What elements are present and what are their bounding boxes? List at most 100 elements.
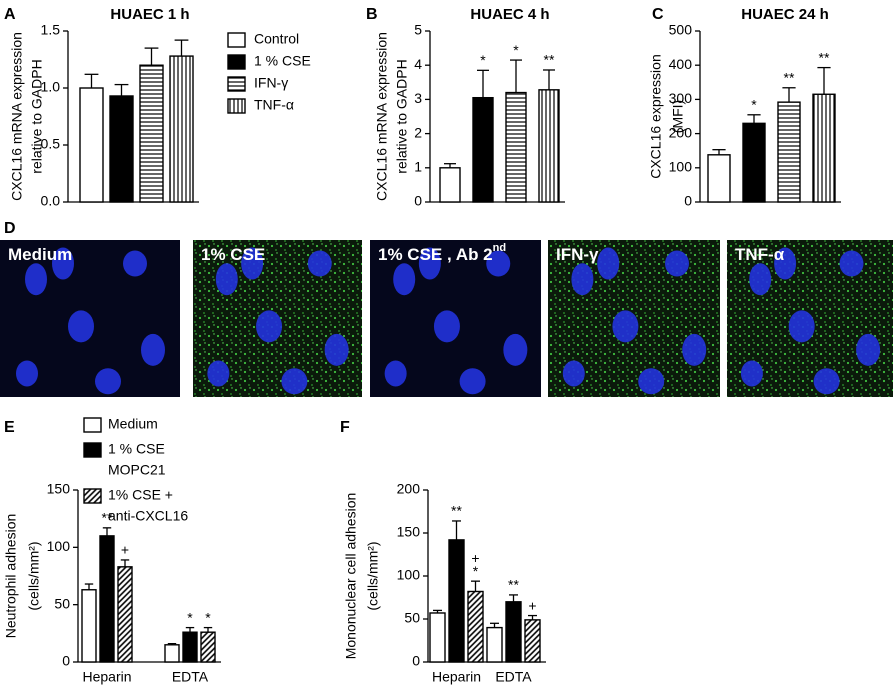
nucleus	[682, 333, 707, 366]
bar	[200, 631, 216, 663]
y-tick-label: 3	[414, 90, 422, 106]
nucleus	[612, 310, 639, 343]
error-bar	[471, 580, 480, 592]
bar	[486, 626, 503, 663]
y-axis-label: relative to GADPH	[394, 59, 410, 173]
error-bar	[510, 59, 522, 93]
nucleus	[324, 333, 349, 366]
bar	[81, 589, 97, 663]
y-tick-label: 1.5	[41, 22, 61, 38]
significance-mark: *	[751, 96, 757, 112]
significance-mark: *	[187, 609, 193, 625]
nucleus	[207, 360, 230, 387]
nucleus	[638, 368, 665, 395]
nucleus	[665, 250, 689, 277]
chart-title: HUAEC 24 h	[741, 6, 829, 23]
x-tick-label: EDTA	[495, 669, 532, 685]
nucleus	[486, 250, 511, 277]
nucleus	[384, 360, 407, 387]
legend-label: MOPC21	[108, 462, 166, 478]
panel-letter: E	[4, 419, 15, 436]
bar	[467, 590, 484, 663]
nucleus	[68, 310, 94, 343]
x-tick-label: Heparin	[432, 669, 481, 685]
panel-letter: F	[340, 419, 350, 436]
image-label: IFN-γ	[556, 245, 599, 264]
bar	[429, 612, 446, 663]
significance-mark: +	[121, 542, 129, 558]
error-bar	[444, 163, 456, 168]
error-bar	[174, 39, 189, 57]
significance-mark: **	[784, 69, 795, 85]
bar	[169, 55, 194, 203]
error-bar	[452, 520, 461, 540]
micrograph: IFN-γ	[548, 240, 720, 397]
y-tick-label: 100	[47, 538, 71, 554]
legend-swatch	[83, 488, 102, 504]
error-bar	[102, 527, 112, 536]
significance-mark: **	[819, 49, 830, 65]
error-bar	[747, 114, 761, 124]
nucleus	[241, 247, 264, 280]
significance-mark: **	[451, 503, 462, 519]
nucleus	[281, 368, 308, 395]
nucleus	[856, 333, 881, 366]
micrograph: TNF-α	[727, 240, 893, 397]
y-tick-label: 200	[669, 124, 693, 140]
y-tick-label: 0.5	[41, 136, 61, 152]
error-bar	[712, 149, 726, 155]
legend-label: Medium	[108, 416, 158, 432]
y-tick-label: 100	[397, 567, 421, 583]
error-bar	[167, 643, 177, 645]
y-axis-label: Mononuclear cell adhesion	[343, 493, 359, 660]
y-tick-label: 0	[684, 193, 692, 209]
y-tick-label: 50	[404, 610, 420, 626]
panel-letter: A	[4, 6, 16, 23]
chart-title: HUAEC 1 h	[110, 6, 189, 23]
y-axis-label: (cells/mm²)	[26, 541, 42, 610]
y-tick-label: 0	[414, 193, 422, 209]
y-tick-label: 4	[414, 56, 422, 72]
nucleus	[393, 263, 416, 296]
significance-mark: **	[508, 577, 519, 593]
image-label-sup: nd	[493, 242, 506, 254]
nucleus	[562, 360, 585, 387]
bar	[777, 101, 801, 203]
bar	[117, 566, 133, 663]
bar	[79, 87, 104, 203]
y-tick-label: 1	[414, 159, 422, 175]
bar	[448, 539, 465, 663]
nucleus	[215, 263, 238, 296]
significance-mark: *	[473, 563, 479, 579]
error-bar	[203, 626, 213, 633]
y-axis-label: CXCL16 mRNA expression	[374, 32, 390, 201]
nucleus	[597, 247, 620, 280]
bar	[472, 96, 494, 203]
error-bar	[84, 73, 99, 88]
significance-mark: **	[544, 52, 555, 68]
image-label: 1% CSE	[201, 245, 265, 264]
image-label-text: 1% CSE	[201, 245, 265, 264]
y-tick-label: 150	[397, 524, 421, 540]
significance-mark: *	[480, 52, 486, 68]
legend-label: 1 % CSE	[108, 441, 165, 457]
bar	[182, 631, 198, 663]
nucleus	[788, 310, 815, 343]
micrograph: 1% CSE , Ab 2nd	[370, 240, 541, 397]
legend-label: Control	[254, 31, 299, 47]
nucleus	[25, 263, 47, 296]
nucleus	[123, 250, 147, 277]
error-bar	[528, 614, 537, 620]
nucleus	[571, 263, 594, 296]
y-tick-label: 400	[669, 56, 693, 72]
nucleus	[433, 310, 460, 343]
x-tick-label: EDTA	[172, 669, 209, 685]
y-tick-label: 5	[414, 22, 422, 38]
legend-swatch	[227, 98, 246, 114]
nucleus	[813, 368, 840, 395]
nucleus	[16, 360, 38, 387]
bar	[742, 122, 766, 203]
y-tick-label: 500	[669, 22, 693, 38]
y-axis-label: CXCL16 mRNA expression	[9, 32, 25, 201]
error-bar	[120, 559, 130, 567]
